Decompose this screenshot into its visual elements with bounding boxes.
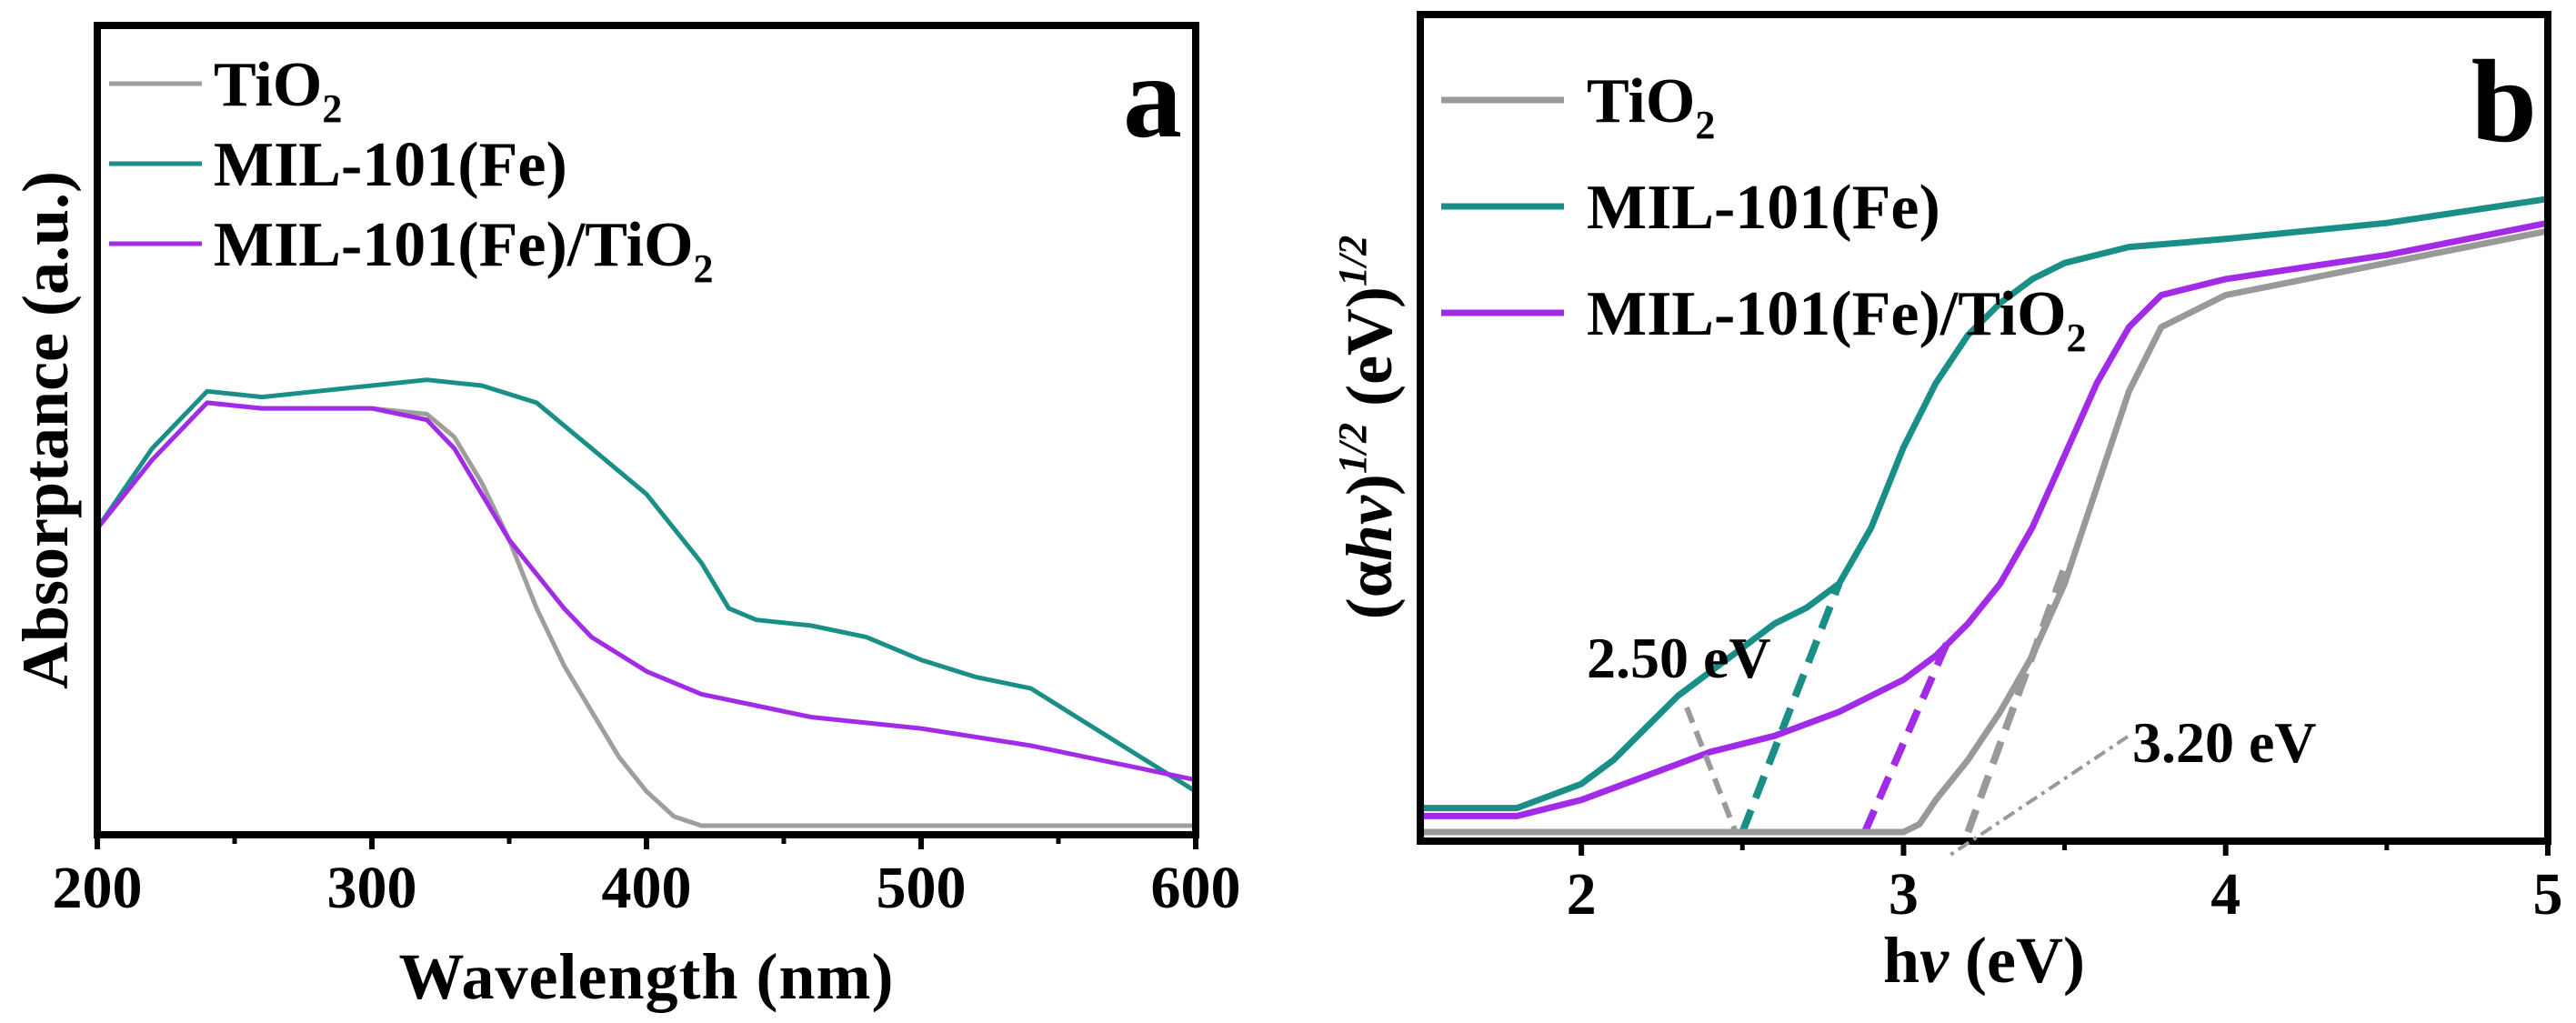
x-tick-label-3: 3 <box>1889 861 1919 928</box>
panel-b-x-axis-title-unit: (eV) <box>1949 924 2085 997</box>
annotation-3.20ev-arrow <box>1949 735 2130 857</box>
legend-label-mil-101-fe-tio2: MIL-101(Fe)/TiO2 <box>1587 279 2087 360</box>
x-tick-label-200: 200 <box>53 855 143 921</box>
series-line-tio2 <box>1417 227 2551 836</box>
tangent-tio2 <box>1964 566 2069 834</box>
x-tick-label-400: 400 <box>602 855 692 921</box>
panel-b-x-axis-title-nu: ν <box>1919 924 1950 997</box>
panel-b-tangent-lines <box>1739 566 2069 834</box>
annotation-2.50ev: 2.50 eV <box>1587 626 1771 690</box>
panel-b-y-title-exp2: 1/2 <box>1330 236 1375 286</box>
panel-b-x-axis-title-h: h <box>1883 924 1919 997</box>
x-tick-label-5: 5 <box>2533 861 2563 928</box>
legend-label-mil-101-fe: MIL-101(Fe) <box>1587 173 1940 243</box>
panel-b-ticks: 2 3 4 5 <box>1567 841 2563 928</box>
x-tick-label-500: 500 <box>877 855 967 921</box>
series-line-mil-101-fe-tio2 <box>1417 219 2551 819</box>
legend-label-mil-101-fe-tio2: MIL-101(Fe)/TiO2 <box>214 210 714 291</box>
panel-a-ticks: 200 300 400 500 600 <box>53 835 1241 921</box>
panel-b-y-title-ev: (eV) <box>1333 286 1406 423</box>
legend-label-tio2: TiO2 <box>1587 66 1715 147</box>
x-tick-label-2: 2 <box>1567 861 1597 928</box>
legend-label-tio2: TiO2 <box>214 50 342 131</box>
panel-b-y-title-open: (α <box>1333 561 1406 619</box>
tangent-mil-101-fe <box>1739 582 1843 834</box>
panel-b-legend: TiO2 MIL-101(Fe) MIL-101(Fe)/TiO2 <box>1441 66 2087 360</box>
panel-b-series <box>1417 196 2551 836</box>
series-line-tio2 <box>95 400 1198 828</box>
x-tick-label-300: 300 <box>327 855 417 921</box>
panel-a-x-axis-title: Wavelength (nm) <box>399 940 895 1013</box>
legend-label-mil-101-fe: MIL-101(Fe) <box>214 130 567 200</box>
annotation-3.20ev: 3.20 eV <box>2132 710 2317 775</box>
annotation-2.50ev-arrow <box>1684 706 1738 832</box>
panel-b-x-axis-title: hν (eV) <box>1883 924 2085 997</box>
x-tick-label-600: 600 <box>1151 855 1241 921</box>
panel-b-y-title-exp1: 1/2 <box>1330 423 1375 474</box>
panel-b-y-title-close: ) <box>1333 474 1406 496</box>
panel-a-series <box>95 377 1198 828</box>
x-tick-label-4: 4 <box>2210 861 2240 928</box>
panel-b-y-axis-title: (αhν)1/2 (eV)1/2 <box>1330 236 1406 620</box>
series-line-mil-101-fe <box>1417 196 2551 812</box>
series-line-mil-101-fe <box>95 377 1198 794</box>
panel-b-letter: b <box>2471 36 2537 167</box>
panel-a-y-axis-title: Absorptance (a.u.) <box>9 171 82 689</box>
panel-a-letter: a <box>1123 32 1182 163</box>
panel-b-frame <box>1417 11 2551 845</box>
panel-b: 2 3 4 5 TiO2 MIL-101(Fe) MIL-101(Fe)/TiO2 b 2… <box>1330 11 2563 997</box>
tangent-mil-101-fe-tio2 <box>1861 630 1956 834</box>
series-line-mil-101-fe-tio2 <box>95 400 1198 783</box>
panel-b-y-title-hv: hν <box>1333 495 1406 561</box>
